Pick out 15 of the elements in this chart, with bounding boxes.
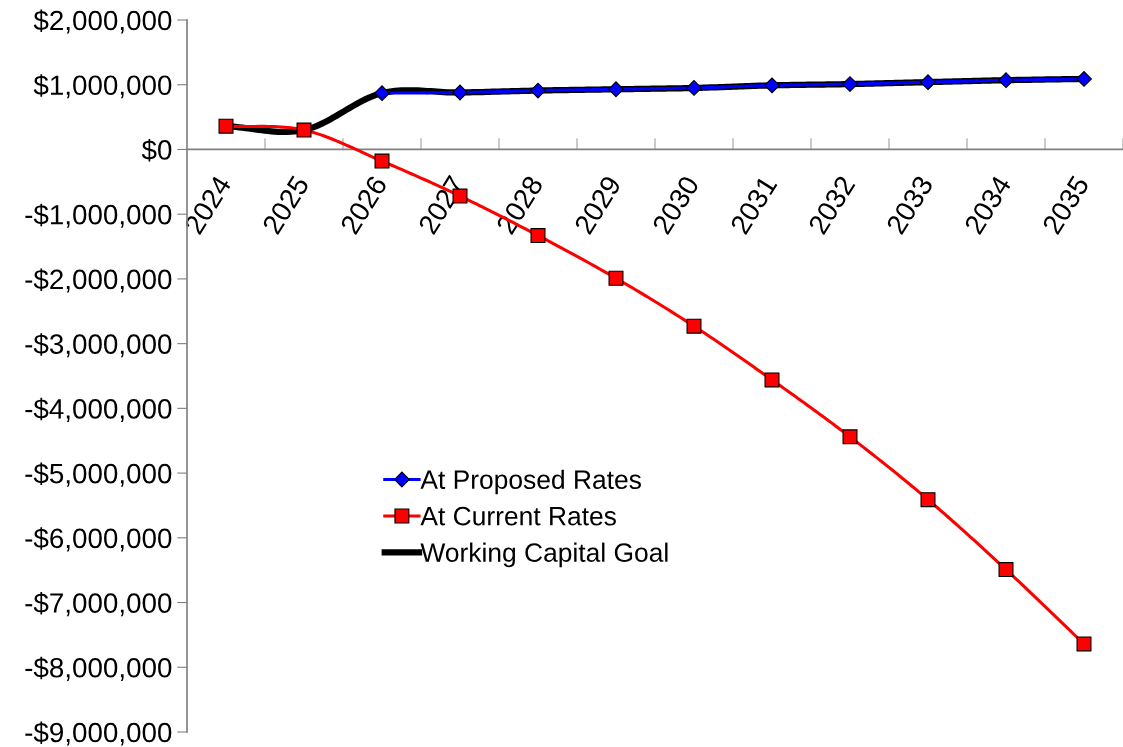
y-tick-label: -$7,000,000	[25, 592, 172, 617]
legend-label: At Current Rates	[420, 506, 616, 526]
y-tick-label: -$8,000,000	[25, 656, 172, 681]
y-tick-label: -$2,000,000	[25, 268, 172, 293]
legend-label: Working Capital Goal	[420, 542, 668, 568]
y-tick-label: -$4,000,000	[25, 397, 172, 422]
y-tick-label: -$9,000,000	[25, 721, 172, 746]
y-tick-label: -$6,000,000	[25, 527, 172, 552]
y-tick-label: $2,000,000	[33, 9, 172, 34]
y-tick-label: -$5,000,000	[25, 462, 172, 487]
y-tick-label: -$3,000,000	[25, 333, 172, 358]
legend-label: At Proposed Rates	[420, 469, 641, 495]
y-tick-label: $1,000,000	[33, 74, 172, 99]
y-tick-label: $0	[141, 138, 172, 162]
y-tick-label: -$1,000,000	[25, 203, 172, 228]
